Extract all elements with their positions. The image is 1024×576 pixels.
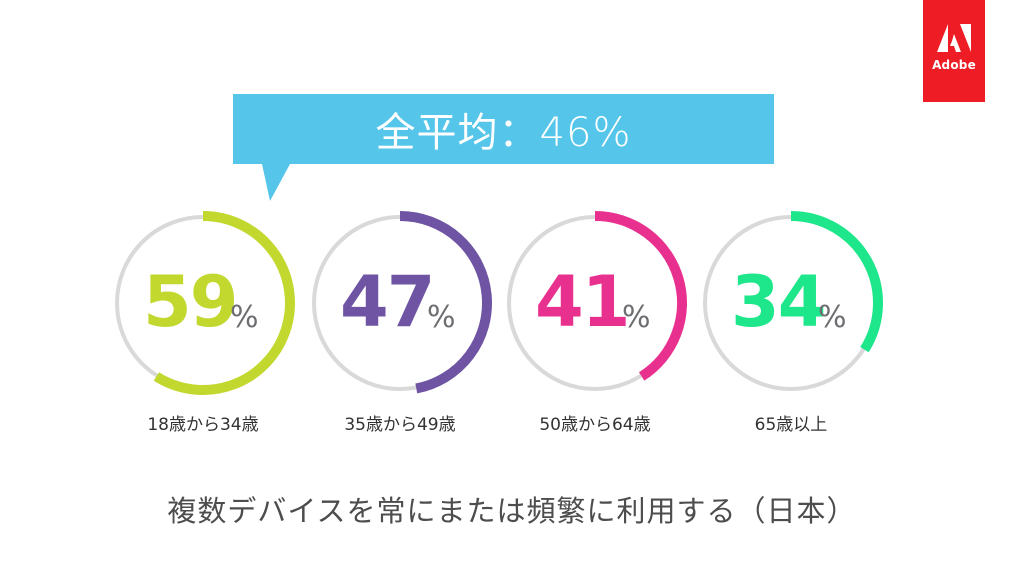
adobe-logo: Adobe — [923, 0, 985, 102]
donut-category-label: 65歳以上 — [754, 415, 828, 435]
donut-category-label: 50歳から64歳 — [539, 415, 651, 435]
donut-value: 59 — [143, 261, 238, 343]
donut-arc — [594, 211, 687, 381]
donut-arc — [790, 211, 883, 353]
donut-arc — [399, 211, 492, 394]
donut-value: 41 — [535, 261, 630, 343]
donut-value: 34 — [731, 261, 826, 343]
donut-category-label: 35歳から49歳 — [344, 415, 456, 435]
donut-percent-sign: % — [427, 300, 456, 335]
donut-category-label: 18歳から34歳 — [147, 415, 259, 435]
donut-percent-sign: % — [230, 300, 259, 335]
adobe-logo-icon — [937, 24, 971, 52]
chart-caption: 複数デバイスを常にまたは頻繁に利用する（日本） — [167, 494, 857, 528]
average-callout-text: 全平均：46% — [375, 110, 632, 156]
donut-arc — [153, 211, 295, 395]
donut-percent-sign: % — [622, 300, 651, 335]
adobe-logo-text: Adobe — [932, 58, 976, 72]
donut-percent-sign: % — [818, 300, 847, 335]
donut-value: 47 — [340, 261, 435, 343]
